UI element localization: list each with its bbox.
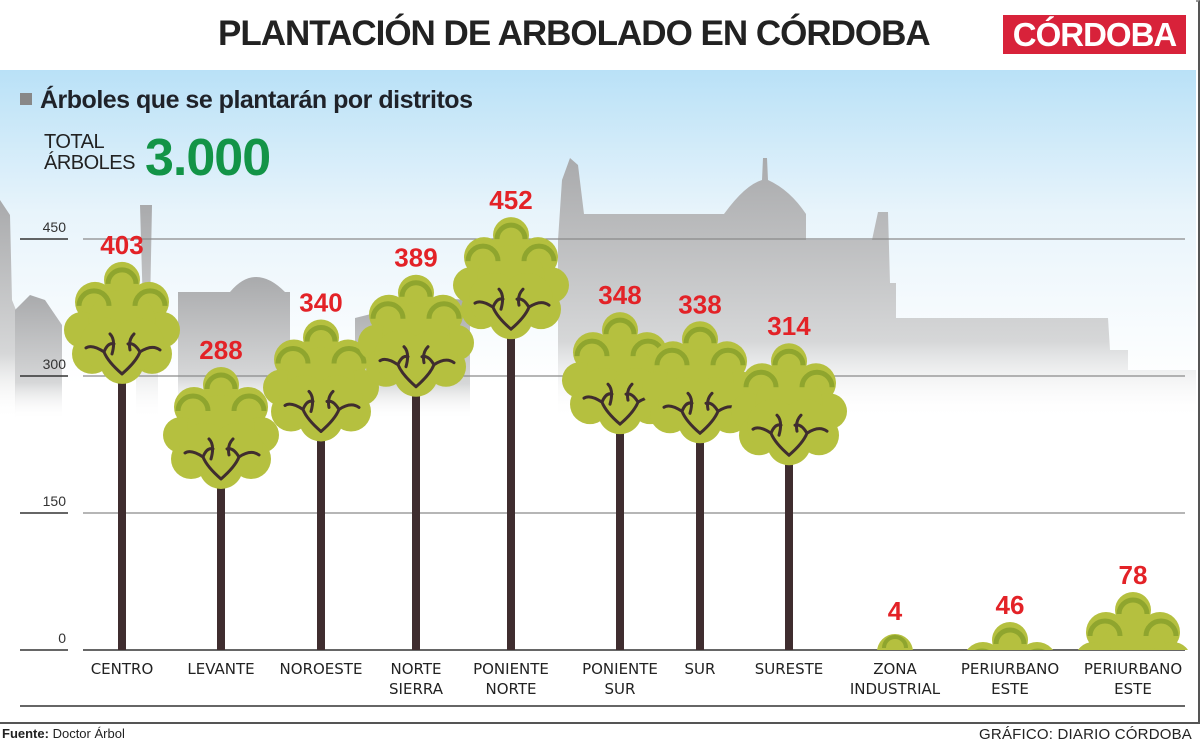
- branches-icon: [751, 413, 829, 457]
- x-category-label: NORTE: [391, 660, 442, 678]
- value-label: 452: [489, 185, 532, 215]
- subtitle-text: Árboles que se plantarán por distritos: [40, 86, 473, 114]
- x-category-label: SUR: [605, 680, 636, 698]
- bar-tree-periurbano-este: 78 PERIURBANO ESTE: [1078, 560, 1188, 698]
- bar-tree-sur: 338 SUR: [642, 289, 758, 678]
- source-label: Fuente:: [2, 726, 49, 741]
- gridline-150: 150: [20, 493, 1185, 514]
- x-category-label: SIERRA: [389, 680, 444, 698]
- x-category-label: NORTE: [486, 680, 537, 698]
- branches-icon: [473, 287, 551, 331]
- bar-tree-poniente-sur: 348 PONIENTE SUR: [562, 280, 678, 698]
- value-label: 4: [888, 596, 903, 626]
- total-label: TOTAL ÁRBOLES: [44, 132, 135, 174]
- y-tick-label: 300: [43, 356, 67, 372]
- value-label: 78: [1119, 560, 1148, 590]
- x-category-label: SURESTE: [755, 660, 824, 678]
- branches-icon: [84, 332, 162, 376]
- value-label: 348: [598, 280, 641, 310]
- x-category-label: SUR: [685, 660, 716, 678]
- value-label: 338: [678, 289, 721, 319]
- value-label: 389: [394, 243, 437, 273]
- total-value: 3.000: [145, 129, 271, 187]
- x-category-label: ZONA: [873, 660, 917, 678]
- x-category-label: CENTRO: [91, 660, 154, 678]
- gridline-450: 450: [20, 219, 1185, 240]
- bar-tree-zona-industrial: 4 ZONA INDUSTRIAL: [850, 596, 941, 698]
- value-label: 46: [996, 590, 1025, 620]
- trunk: [217, 467, 225, 650]
- x-category-label: PERIURBANO: [1084, 660, 1182, 678]
- branches-icon: [378, 345, 456, 389]
- bullet-square-icon: [20, 93, 32, 105]
- credit-note: GRÁFICO: DIARIO CÓRDOBA: [979, 726, 1192, 743]
- x-category-label: LEVANTE: [187, 660, 254, 678]
- bar-tree-centro: 403 CENTRO: [64, 230, 180, 678]
- total-label-line1: TOTAL: [44, 131, 105, 153]
- value-label: 314: [767, 311, 811, 341]
- branches-icon: [662, 391, 740, 435]
- y-tick-label: 450: [43, 219, 67, 235]
- x-category-label: NOROESTE: [280, 660, 363, 678]
- source-note: Fuente: Doctor Árbol: [2, 726, 125, 741]
- header: PLANTACIÓN DE ARBOLADO EN CÓRDOBA CÓRDOB…: [0, 0, 1196, 70]
- trunk: [118, 362, 126, 650]
- bar-tree-poniente-norte: 452 PONIENTE NORTE: [453, 185, 569, 698]
- source-value: Doctor Árbol: [52, 726, 125, 741]
- y-tick-label: 150: [43, 493, 67, 509]
- value-label: 340: [299, 287, 342, 317]
- x-category-label: PONIENTE: [473, 660, 549, 678]
- x-category-label: PERIURBANO: [961, 660, 1059, 678]
- x-category-label: ESTE: [1114, 680, 1152, 698]
- bar-tree-levante: 288 LEVANTE: [163, 335, 279, 678]
- total-label-line2: ÁRBOLES: [44, 152, 135, 174]
- branches-icon: [183, 437, 261, 481]
- bar-chart: 0 150 300 450 403 CENTRO 288 LEVANTE 340 NOROESTE…: [0, 158, 1196, 722]
- bar-tree-noroeste: 340 NOROESTE: [263, 287, 379, 678]
- x-category-label: INDUSTRIAL: [850, 680, 941, 698]
- bar-tree-sureste: 314 SURESTE: [731, 311, 847, 678]
- trunk: [317, 419, 325, 650]
- trunk: [785, 443, 793, 650]
- branches-icon: [283, 389, 361, 433]
- value-label: 288: [199, 335, 242, 365]
- x-category-label: PONIENTE: [582, 660, 658, 678]
- x-category-label: ESTE: [991, 680, 1029, 698]
- y-tick-label: 0: [58, 630, 66, 646]
- chart-subtitle: Árboles que se plantarán por distritos: [20, 86, 473, 115]
- trunk: [696, 421, 704, 650]
- trunk: [507, 317, 515, 650]
- bar-tree-periurbano-este: 46 PERIURBANO ESTE: [961, 590, 1059, 722]
- value-label: 403: [100, 230, 143, 260]
- bar-tree-norte-sierra: 389 NORTE SIERRA: [358, 243, 474, 698]
- chart-panel: 0 150 300 450 403 CENTRO 288 LEVANTE 340 NOROESTE…: [0, 70, 1196, 722]
- brand-logo: CÓRDOBA: [1003, 15, 1186, 54]
- trunk: [616, 412, 624, 650]
- page-title: PLANTACIÓN DE ARBOLADO EN CÓRDOBA: [218, 14, 931, 53]
- trunk: [412, 375, 420, 650]
- branches-icon: [974, 694, 1048, 722]
